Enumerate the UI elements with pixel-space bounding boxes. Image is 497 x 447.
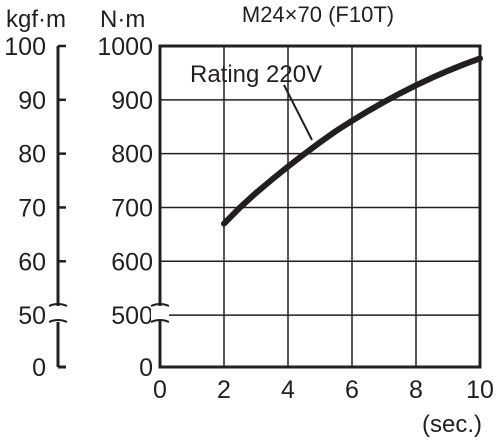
x-tick-label: 0: [153, 376, 167, 404]
x-tick-label: 2: [217, 376, 231, 404]
x-tick-label: 4: [281, 376, 295, 404]
chart-title: M24×70 (F10T): [242, 2, 394, 27]
y-tick-label: 700: [111, 194, 153, 222]
y-tick-label: 1000: [97, 33, 153, 61]
kgf-tick-label: 80: [18, 141, 46, 169]
kgf-axis-break: [48, 303, 68, 323]
plot-frame: [158, 44, 482, 369]
x-tick-label: 10: [466, 376, 494, 404]
nm-axis-unit: N·m: [100, 6, 145, 33]
y-tick-labels: 1000 900 800 700 600 500 0: [97, 33, 153, 382]
kgf-tick-label: 100: [4, 33, 46, 61]
y-axis-break: [150, 303, 170, 323]
kgf-tick-labels: 100 90 80 70 60 50 0: [4, 33, 46, 382]
kgf-tick-label: 70: [18, 194, 46, 222]
x-axis-unit: (sec.): [422, 411, 482, 438]
annotation-rating-220v: Rating 220V: [190, 61, 322, 88]
kgf-axis-unit: kgf·m: [6, 6, 66, 33]
kgf-tick-label: 50: [18, 302, 46, 330]
y-tick-label: 0: [139, 354, 153, 382]
annotation-leader-line: [283, 84, 313, 141]
y-tick-label: 900: [111, 87, 153, 115]
x-tick-label: 6: [345, 376, 359, 404]
grid: [160, 46, 480, 367]
kgf-tick-label: 60: [18, 248, 46, 276]
kgf-tick-label: 0: [32, 354, 46, 382]
kgf-tick-label: 90: [18, 87, 46, 115]
series-layer: [221, 55, 483, 227]
y-tick-label: 600: [111, 248, 153, 276]
x-tick-label: 8: [409, 376, 423, 404]
axis-break-gap: [49, 306, 67, 320]
y-tick-label: 800: [111, 141, 153, 169]
axis-breaks: [48, 303, 170, 323]
axis-break-gap: [151, 306, 169, 320]
series-line-rating-220v: [221, 55, 483, 227]
y-tick-label: 500: [111, 302, 153, 330]
x-tick-labels: 0 2 4 6 8 10: [153, 376, 494, 404]
plot-area: [158, 44, 482, 369]
